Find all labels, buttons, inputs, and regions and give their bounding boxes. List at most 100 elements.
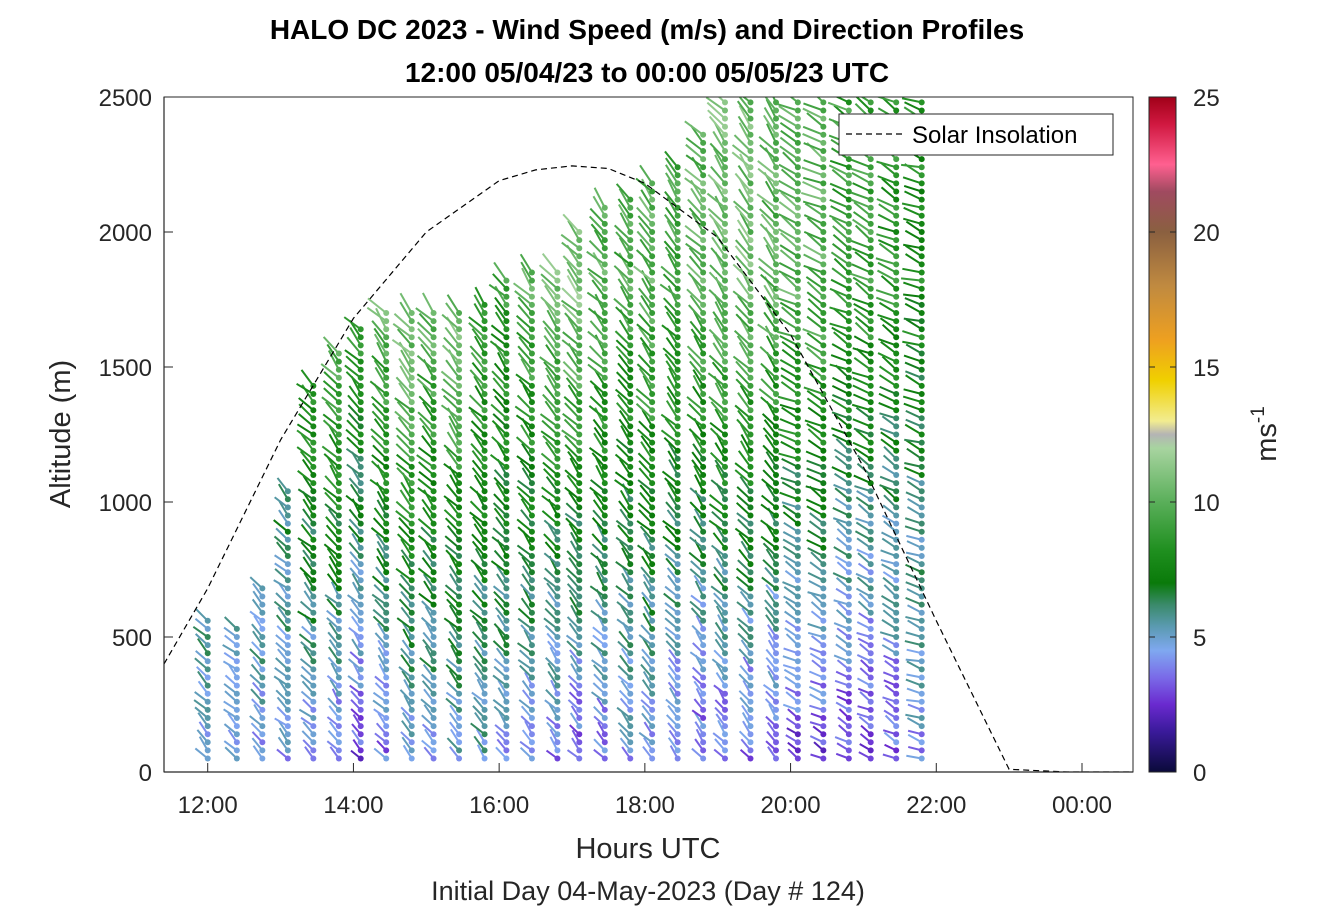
wind-barb-point [773,318,779,325]
wind-barb-point [456,723,463,730]
wind-barb-point [204,690,211,697]
wind-barb-point [918,261,925,268]
wind-barb-point [601,650,608,657]
wind-barb-point [259,755,266,762]
wind-barb-point [528,650,535,657]
wind-barb-point [481,326,488,333]
wind-barb-point [357,358,364,365]
wind-barb-point [747,480,754,487]
wind-barb-point [845,423,852,430]
wind-barb-point [867,439,874,446]
wind-barb-point [747,642,754,649]
wind-barb-point [259,601,266,608]
wind-barb [852,276,872,290]
wind-barb [807,298,825,314]
wind-barb [493,261,508,282]
wind-barb [901,202,922,209]
wind-barb-point [722,269,728,276]
wind-barb-point [204,723,211,730]
wind-barb-point [601,601,608,608]
wind-barb-point [481,504,488,511]
wind-barb [374,366,388,387]
wind-barb-point [627,650,634,657]
wind-barb [802,125,824,136]
wind-barb-point [722,747,728,754]
wind-barb [765,244,777,265]
wind-barb [591,279,606,298]
wind-barb [667,253,679,273]
wind-barb [373,359,388,379]
wind-barb [617,394,632,411]
wind-barb-point [700,139,707,146]
wind-barb-point [794,212,801,219]
wind-barb-point [893,220,900,227]
wind-barb-point [408,496,415,503]
wind-barb-point [867,220,874,227]
wind-barb-point [576,391,583,397]
wind-barb-point [335,358,342,365]
wind-barb-point [357,374,364,381]
wind-barb-point [867,253,874,260]
wind-barb-point [601,496,608,503]
wind-barb-point [794,561,801,568]
wind-barb [542,461,559,476]
wind-barb [544,385,559,403]
x-tick-label: 16:00 [469,792,529,819]
wind-barb-point [601,277,608,284]
wind-barb [714,408,726,427]
wind-barb-point [773,561,779,568]
wind-barb-point [674,374,681,381]
wind-barb-point [867,723,874,730]
wind-barb-point [627,723,634,730]
wind-barb-point [554,723,561,730]
wind-barb-point [503,504,510,511]
wind-barb [709,427,726,444]
wind-barb [688,247,704,266]
wind-barb-point [456,666,463,673]
wind-barb-point [627,585,634,592]
wind-barb [806,539,824,549]
wind-barb-point [284,698,291,705]
wind-barb-point [722,447,728,454]
wind-barb-point [357,642,364,649]
wind-barb-point [794,577,801,584]
wind-barb [470,409,486,428]
wind-barb-point [554,326,561,333]
wind-barb-point [722,310,728,316]
wind-barb-point [627,609,634,616]
wind-barb [491,436,508,452]
wind-barb-point [747,172,754,179]
wind-barb-point [820,350,827,357]
wind-barb-point [893,293,900,300]
wind-barb-point [867,269,874,276]
wind-barb-point [674,253,681,260]
wind-barb [641,277,654,298]
wind-barb-point [700,504,707,511]
wind-barb-point [674,528,681,535]
wind-barb-point [867,625,874,632]
wind-barb-point [357,634,364,640]
wind-barb [782,504,799,517]
wind-barb-point [481,601,488,608]
wind-barb-point [747,229,754,235]
wind-barb-point [456,342,463,349]
wind-barb [567,450,581,468]
wind-barb [831,217,850,233]
wind-barb-point [554,310,561,316]
wind-barb-point [820,148,827,154]
wind-barb-point [722,585,728,592]
wind-barb-point [893,326,900,333]
wind-barb-point [747,520,754,527]
wind-barb-point [627,301,634,308]
wind-barb-point [627,334,634,341]
wind-barb-point [357,407,364,414]
wind-barb [418,470,435,484]
wind-barb [398,357,413,379]
wind-barb-point [310,439,317,446]
wind-barb-point [627,318,634,325]
wind-barb-point [918,755,925,762]
wind-barb-point [357,472,364,478]
wind-barb-point [601,715,608,721]
wind-barb-point [383,747,390,754]
wind-barb-point [867,496,874,503]
